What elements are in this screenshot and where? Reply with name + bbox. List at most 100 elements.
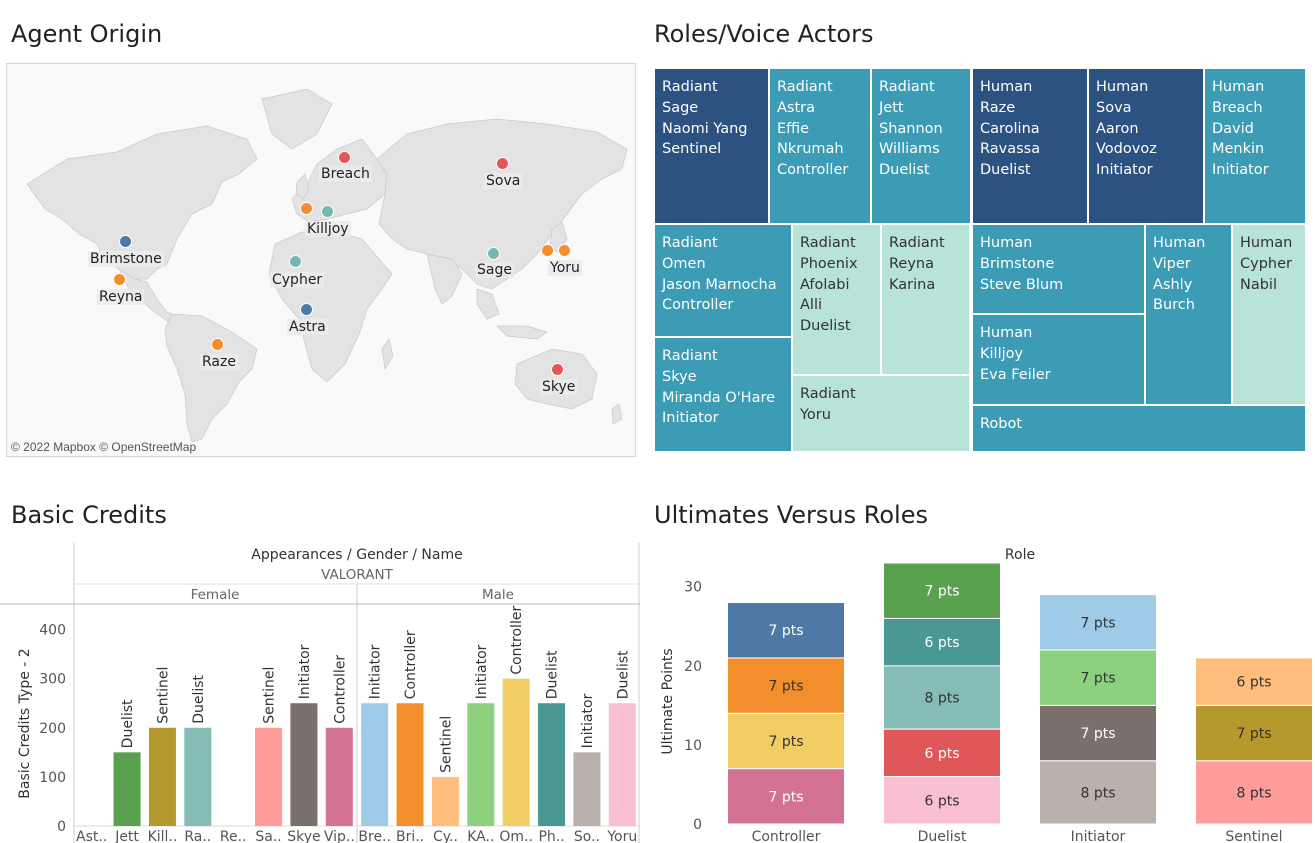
agent-origin-title: Agent Origin (11, 20, 163, 48)
bar-jett[interactable] (113, 752, 141, 826)
segment-label: 6 pts (924, 746, 959, 762)
segment-label: 7 pts (768, 679, 803, 695)
bar-kill[interactable] (148, 727, 176, 826)
chart-header: Appearances / Gender / Name (251, 547, 462, 563)
stack-segment[interactable] (1195, 657, 1313, 706)
treemap-tile-line: Radiant (800, 235, 856, 251)
treemap-tile-line: Duelist (879, 162, 930, 179)
treemap-tile-line: Jett (879, 99, 904, 116)
stack-segment[interactable] (883, 776, 1001, 825)
x-tick-label: Ph.. (538, 829, 564, 843)
y-tick-label: 30 (684, 580, 702, 596)
map-marker-skye[interactable] (551, 363, 564, 376)
x-tick-label: Skye (287, 829, 320, 843)
segment-label: 7 pts (1236, 726, 1271, 742)
treemap-tile-killjoy[interactable]: Human Killjoy Eva Feiler (972, 314, 1145, 405)
treemap-tile-line: Reyna (889, 255, 935, 272)
treemap-tile-line: Initiator (1096, 162, 1153, 179)
map-marker-raze[interactable] (211, 338, 224, 351)
bar-skye[interactable] (290, 703, 318, 826)
map-marker-reyna[interactable] (113, 273, 126, 286)
map-marker-brimstone[interactable] (119, 235, 132, 248)
bar-ka[interactable] (467, 703, 495, 826)
bar-om[interactable] (502, 678, 530, 826)
bar-bre[interactable] (361, 703, 389, 826)
map-marker-killjoy[interactable] (321, 205, 334, 218)
segment-label: 8 pts (1236, 785, 1271, 801)
x-tick-label: Initiator (1071, 829, 1126, 843)
treemap-tile-skye[interactable]: Radiant Skye Miranda O'Hare Initiator (654, 337, 792, 452)
segment-label: 8 pts (924, 690, 959, 706)
y-axis-label: Basic Credits Type - 2 (17, 648, 33, 798)
x-tick-label: Ast.. (76, 829, 107, 843)
treemap-tile-line: Cypher (1240, 255, 1292, 272)
treemap-tile-line: Duelist (980, 162, 1031, 179)
treemap-tile-viper[interactable]: Human Viper Ashly Burch (1145, 224, 1232, 405)
x-tick-label: Bri.. (396, 829, 424, 843)
map-marker-sage[interactable] (487, 247, 500, 260)
bar-data-label: Duelist (191, 674, 207, 723)
roles-treemap[interactable]: Radiant Sage Naomi Yang Sentinel Radiant Astr… (654, 68, 1306, 452)
stack-segment[interactable] (1195, 704, 1313, 762)
stack-segment[interactable] (727, 712, 845, 770)
map-copyright[interactable]: © 2022 Mapbox © OpenStreetMap (11, 440, 197, 454)
treemap-tile-line: Radiant (662, 79, 718, 95)
treemap-tile-phoenix[interactable]: Radiant Phoenix Afolabi Alli Duelist (792, 224, 881, 375)
bar-data-label: Duelist (615, 650, 631, 699)
treemap-tile-robot[interactable]: Robot (972, 405, 1306, 452)
map-marker-yoru[interactable] (541, 244, 554, 257)
map-marker-breach[interactable] (338, 151, 351, 164)
bar-bri[interactable] (396, 703, 424, 826)
map-marker-cypher[interactable] (289, 255, 302, 268)
treemap-tile-raze[interactable]: Human Raze Carolina Ravassa Duelist (972, 68, 1088, 224)
bar-sa[interactable] (255, 727, 283, 826)
x-tick-label: Controller (752, 829, 821, 843)
treemap-tile-omen[interactable]: Radiant Omen Jason Marnocha Controller (654, 224, 792, 337)
treemap-tile-line: Brimstone (980, 255, 1055, 272)
stack-segment[interactable] (1195, 760, 1313, 825)
treemap-tile-line: Skye (662, 368, 697, 385)
map-label-breach: Breach (319, 166, 372, 182)
map-label-raze: Raze (200, 354, 238, 370)
bar-yoru[interactable] (608, 703, 636, 826)
map-marker-extra[interactable] (558, 244, 571, 257)
treemap-tile-brimstone[interactable]: Human Brimstone Steve Blum (972, 224, 1145, 314)
map-marker-extra[interactable] (300, 202, 313, 215)
treemap-tile-sova[interactable]: Human Sova Aaron Vodovoz Initiator (1088, 68, 1204, 224)
stack-segment[interactable] (883, 617, 1001, 667)
treemap-tile-line: Human (1096, 79, 1149, 95)
stack-segment[interactable] (883, 665, 1001, 730)
treemap-tile-astra[interactable]: Radiant Astra Effie Nkrumah Controller (769, 68, 871, 224)
treemap-tile-line: Sage (662, 99, 699, 116)
bar-vip[interactable] (325, 727, 353, 826)
stack-segment[interactable] (727, 602, 845, 659)
chart-header: Role (1005, 547, 1035, 563)
treemap-tile-cypher[interactable]: Human Cypher Nabil (1232, 224, 1306, 405)
bar-so[interactable] (573, 752, 601, 826)
bar-ra[interactable] (184, 727, 212, 826)
basic-credits-chart[interactable]: Appearances / Gender / Name VALORANT Femal… (0, 543, 640, 843)
bar-ph[interactable] (538, 703, 566, 826)
stack-segment[interactable] (727, 657, 845, 714)
stack-segment[interactable] (1039, 760, 1157, 825)
treemap-tile-yoru[interactable]: Radiant Yoru (792, 375, 970, 452)
bar-cy[interactable] (431, 776, 459, 826)
stack-segment[interactable] (883, 562, 1001, 619)
stack-segment[interactable] (1039, 594, 1157, 651)
stack-segment[interactable] (1039, 704, 1157, 762)
stack-segment[interactable] (883, 728, 1001, 778)
treemap-tile-jett[interactable]: Radiant Jett Shannon Williams Duelist (871, 68, 971, 224)
bar-data-label: Initiator (474, 644, 490, 699)
y-tick-label: 300 (39, 672, 66, 688)
y-tick-label: 10 (684, 738, 702, 754)
bar-data-label: Initiator (580, 693, 596, 748)
ultimates-chart[interactable]: Role Ultimate Points 0 10 20 30 7 pts 7 pts 7 pt… (654, 543, 1315, 843)
treemap-tile-line: Yoru (800, 406, 831, 423)
treemap-tile-sage[interactable]: Radiant Sage Naomi Yang Sentinel (654, 68, 769, 224)
treemap-tile-breach[interactable]: Human Breach David Menkin Initiator (1204, 68, 1306, 224)
map-marker-astra[interactable] (300, 303, 313, 316)
map-marker-sova[interactable] (496, 157, 509, 170)
agent-origin-map[interactable]: Breach Sova Killjoy Brimstone Reyna Cyph… (6, 63, 636, 457)
bar-data-label: Controller (332, 655, 348, 724)
treemap-tile-reyna[interactable]: Radiant Reyna Karina (881, 224, 970, 375)
